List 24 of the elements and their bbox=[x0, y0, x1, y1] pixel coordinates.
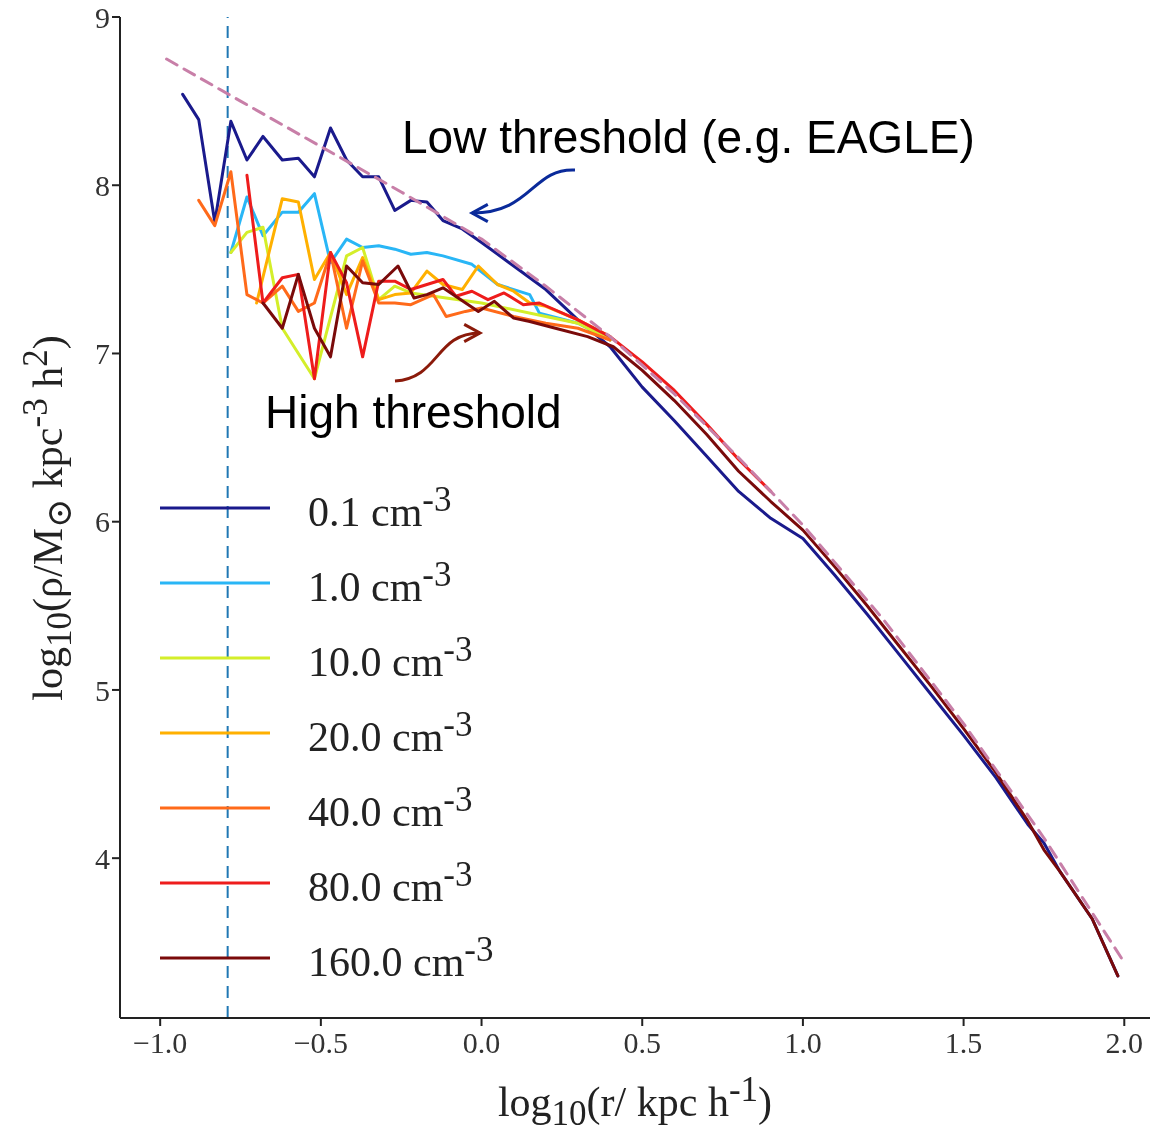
annotation: High threshold bbox=[265, 386, 562, 438]
y-tick-label: 8 bbox=[95, 168, 110, 202]
x-tick-label: 0.5 bbox=[623, 1026, 661, 1060]
x-tick-label: 1.0 bbox=[784, 1026, 822, 1060]
legend-label: 80.0 cm$^{-3}$ bbox=[308, 854, 473, 911]
x-tick-label: 0.0 bbox=[462, 1026, 501, 1060]
y-tick-label: 7 bbox=[95, 337, 110, 371]
line-series bbox=[261, 264, 1120, 978]
legend-label: 160.0 cm$^{-3}$ bbox=[308, 929, 494, 986]
y-tick-label: 9 bbox=[95, 0, 110, 34]
legend-label: 1.0 cm$^{-3}$ bbox=[308, 554, 452, 611]
legend-label: 20.0 cm$^{-3}$ bbox=[308, 704, 473, 761]
annotation: Low threshold (e.g. EAGLE) bbox=[402, 111, 975, 163]
x-tick-label: 2.0 bbox=[1105, 1026, 1144, 1060]
x-tick-label: −1.0 bbox=[132, 1026, 188, 1060]
x-axis-title: log$_{10}$(r/ kpc h$^{-1}$) bbox=[497, 1070, 773, 1134]
legend-label: 0.1 cm$^{-3}$ bbox=[308, 479, 452, 536]
legend-label: 10.0 cm$^{-3}$ bbox=[308, 629, 473, 686]
legend-label: 40.0 cm$^{-3}$ bbox=[308, 779, 473, 836]
x-tick-label: −0.5 bbox=[293, 1026, 349, 1060]
y-tick-label: 6 bbox=[95, 505, 110, 539]
y-tick-label: 5 bbox=[95, 673, 110, 707]
x-tick-label: 1.5 bbox=[944, 1026, 983, 1060]
y-tick-label: 4 bbox=[95, 841, 110, 875]
